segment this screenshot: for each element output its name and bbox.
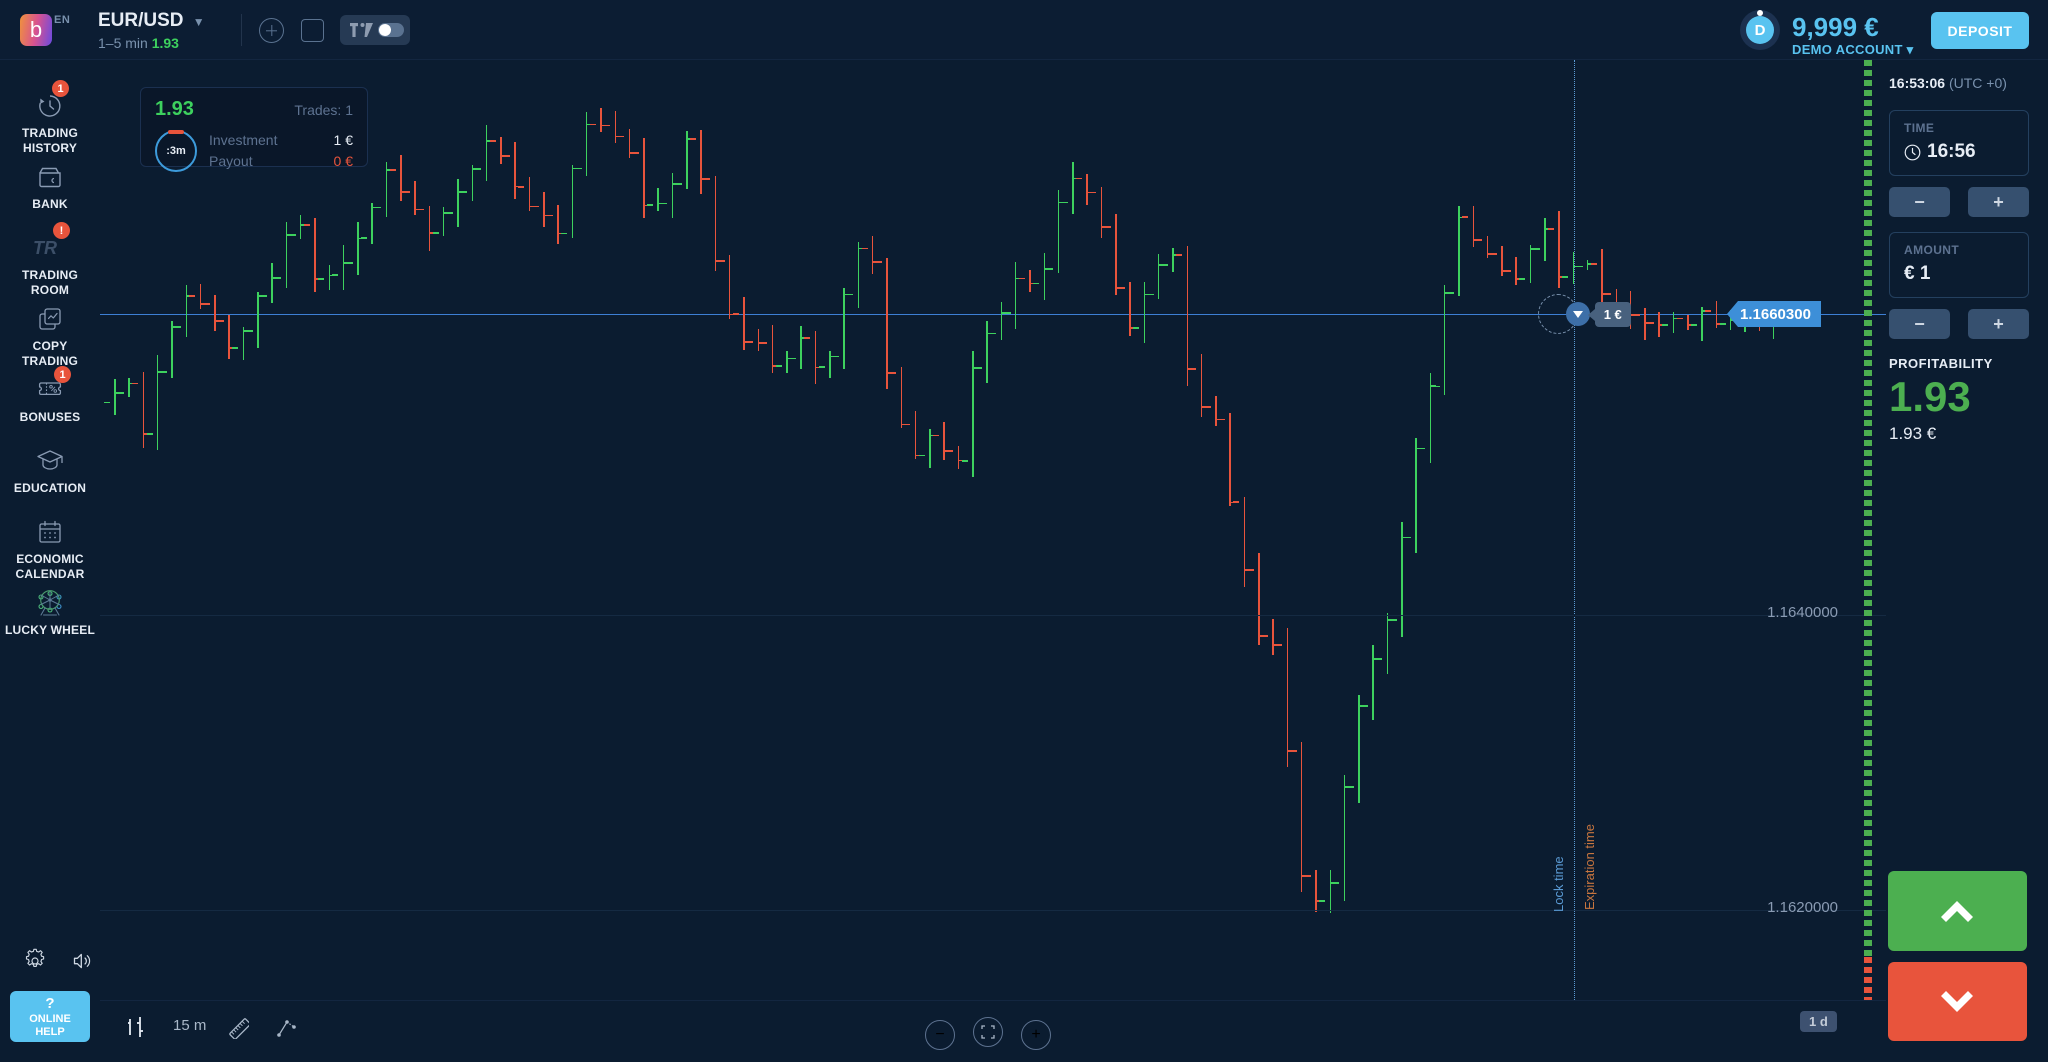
svg-text:TR: TR	[33, 238, 57, 258]
